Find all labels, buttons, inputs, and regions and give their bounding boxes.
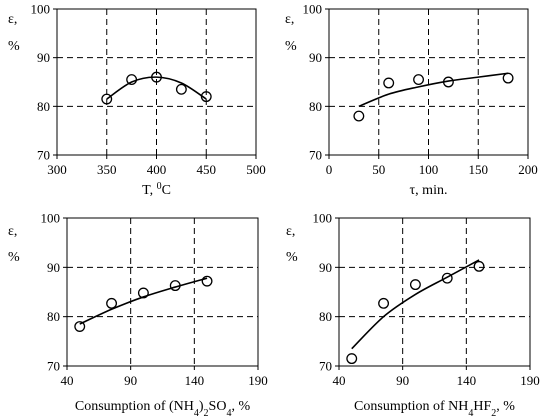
data-point xyxy=(169,280,181,292)
plot-frame xyxy=(338,217,531,367)
y-axis-label: ε, xyxy=(285,12,294,27)
x-tick-label: 190 xyxy=(248,373,268,388)
y-tick-label: 70 xyxy=(309,148,322,163)
x-tick-label: 140 xyxy=(457,373,477,388)
chart-panel-1: 300 350 400 450 500 70 80 90 100 ε,% T, 0C xyxy=(8,2,266,199)
data-point xyxy=(383,77,395,89)
data-point xyxy=(126,74,138,86)
x-axis-label: Consumption of (NH4)2SO4, % xyxy=(75,399,251,419)
x-axis-label: T, 0C xyxy=(142,181,171,199)
x-tick-label: 40 xyxy=(61,373,74,388)
x-tick-label: 400 xyxy=(147,162,167,177)
x-tick-label: 300 xyxy=(47,162,67,177)
data-point xyxy=(378,297,390,309)
data-point xyxy=(442,76,454,88)
data-point xyxy=(353,110,365,122)
y-axis-unit: % xyxy=(286,250,298,265)
y-tick-label: 80 xyxy=(37,99,50,114)
y-tick-label: 80 xyxy=(319,309,332,324)
y-tick-label: 100 xyxy=(313,211,333,226)
y-tick-label: 80 xyxy=(47,309,60,324)
data-point xyxy=(151,71,162,83)
y-axis-unit: % xyxy=(285,39,297,54)
y-tick-label: 100 xyxy=(303,2,323,17)
y-axis-unit: % xyxy=(8,250,20,265)
x-tick-label: 500 xyxy=(246,162,266,177)
x-axis-label: Consumption of NH4HF2, % xyxy=(354,399,515,419)
y-tick-label: 90 xyxy=(47,260,60,275)
data-point xyxy=(502,72,514,84)
x-tick-label: 90 xyxy=(124,373,137,388)
data-point xyxy=(74,321,86,332)
data-point xyxy=(346,353,358,365)
y-tick-label: 100 xyxy=(41,211,61,226)
x-tick-label: 450 xyxy=(197,162,217,177)
data-point xyxy=(409,279,421,291)
y-axis-label: ε, xyxy=(8,224,17,239)
trend-line xyxy=(351,259,480,350)
trend-line xyxy=(79,277,208,325)
data-point xyxy=(413,74,425,86)
data-point xyxy=(201,275,213,287)
data-point xyxy=(200,91,212,103)
plot-frame xyxy=(66,217,259,367)
x-tick-label: 140 xyxy=(185,373,205,388)
x-tick-label: 190 xyxy=(520,373,540,388)
y-tick-label: 70 xyxy=(319,359,332,374)
y-axis-unit: % xyxy=(8,39,20,54)
data-point xyxy=(137,287,149,299)
y-tick-label: 70 xyxy=(47,359,60,374)
x-tick-label: 350 xyxy=(97,162,117,177)
y-tick-label: 90 xyxy=(37,50,50,65)
data-point xyxy=(175,83,187,95)
data-point xyxy=(106,297,118,309)
x-tick-label: 40 xyxy=(333,373,346,388)
x-tick-label: 200 xyxy=(518,162,538,177)
data-point xyxy=(473,260,485,272)
chart-panel-3: 40 90 140 190 70 80 90 100 ε,% Consumption of (NH… xyxy=(8,211,268,419)
y-tick-label: 100 xyxy=(31,2,51,17)
y-axis-label: ε, xyxy=(286,224,295,239)
x-tick-label: 0 xyxy=(326,162,333,177)
data-point xyxy=(441,272,453,284)
y-tick-label: 90 xyxy=(309,50,322,65)
y-tick-label: 90 xyxy=(319,260,332,275)
chart-panel-2: 0 50 100 150 200 70 80 90 100 ε,% τ, min. xyxy=(285,2,538,199)
x-tick-label: 90 xyxy=(396,373,409,388)
y-tick-label: 70 xyxy=(37,148,50,163)
x-tick-label: 50 xyxy=(372,162,385,177)
trend-line xyxy=(358,72,509,108)
y-tick-label: 80 xyxy=(309,99,322,114)
x-tick-label: 150 xyxy=(469,162,489,177)
data-point xyxy=(101,93,113,105)
y-axis-label: ε, xyxy=(8,12,17,27)
trend-line xyxy=(106,76,207,100)
x-axis-label: τ, min. xyxy=(410,183,448,198)
x-tick-label: 100 xyxy=(419,162,439,177)
chart-panel-4: 40 90 140 190 70 80 90 100 ε,% Consumption of NH4… xyxy=(286,211,540,419)
